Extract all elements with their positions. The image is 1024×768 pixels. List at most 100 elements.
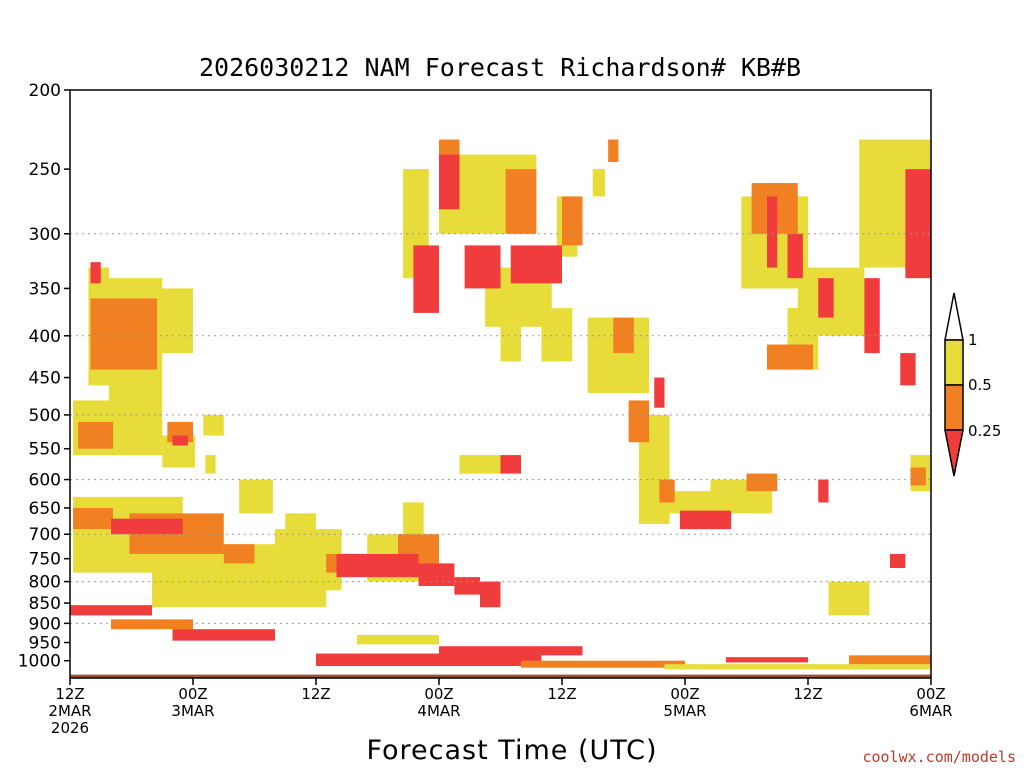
colorbar-swatch-high [944, 339, 964, 386]
colorbar-label: 0.5 [968, 376, 992, 394]
region-low [500, 455, 521, 474]
colorbar-label: 0.25 [968, 422, 1001, 440]
region-mid [628, 400, 650, 443]
colorbar-top-triangle [944, 292, 964, 341]
y-tick-label: 450 [29, 369, 61, 389]
region-low [905, 169, 931, 279]
y-tick-label: 650 [29, 499, 61, 519]
region-low [464, 245, 501, 289]
x-tick-label: 2MAR [48, 702, 91, 720]
x-tick-label: 6MAR [909, 702, 952, 720]
x-tick-label: 00Z [178, 685, 207, 703]
region-low [111, 518, 183, 535]
region-high [403, 502, 424, 535]
region-low [900, 353, 916, 386]
region-low [439, 154, 460, 210]
x-axis-title: Forecast Time (UTC) [366, 735, 657, 766]
x-tick-label: 2026 [51, 719, 89, 737]
y-tick-label: 550 [29, 440, 61, 460]
y-tick-label: 800 [29, 573, 61, 593]
surface-band-high [664, 664, 931, 670]
surface-band-mid [111, 619, 193, 630]
region-mid [767, 344, 814, 370]
y-tick-label: 700 [29, 525, 61, 545]
x-tick-label: 00Z [424, 685, 453, 703]
region-low [510, 245, 562, 284]
region-mid [90, 298, 158, 370]
region-low [172, 435, 188, 446]
region-low [679, 510, 732, 530]
y-tick-label: 1000 [18, 652, 61, 672]
region-mid [746, 473, 778, 492]
region-low [767, 196, 778, 268]
region-high [239, 479, 273, 514]
region-high [541, 308, 573, 362]
region-mid [78, 421, 114, 449]
region-high [205, 455, 216, 474]
y-tick-label: 300 [29, 225, 61, 245]
surface-band-low [316, 653, 542, 666]
region-low [787, 233, 803, 279]
surface-band-mid [849, 655, 931, 665]
region-low [654, 377, 665, 408]
plot-frame [69, 89, 932, 679]
x-tick-label: 12Z [301, 685, 330, 703]
region-high [459, 455, 506, 474]
colorbar-swatch-mid [944, 384, 964, 431]
y-tick-label: 350 [29, 279, 61, 299]
plot-area [70, 139, 931, 678]
region-mid [505, 169, 537, 234]
surface-band-high [357, 634, 439, 645]
surface-band-low [439, 646, 583, 656]
frame-border [69, 89, 932, 679]
region-high [592, 169, 606, 197]
y-tick-label: 500 [29, 406, 61, 426]
region-low [864, 278, 880, 354]
colorbar-bottom-triangle [944, 429, 964, 477]
colorbar-label: 1 [968, 331, 978, 349]
region-mid [910, 467, 926, 486]
chart-title: 2026030212 NAM Forecast Richardson# KB#B [199, 53, 801, 82]
x-tick-label: 5MAR [663, 702, 706, 720]
surface-band-low [172, 629, 275, 641]
x-tick-label: 12Z [547, 685, 576, 703]
region-low [413, 245, 439, 313]
region-low [418, 563, 455, 586]
x-tick-label: 12Z [55, 685, 84, 703]
y-tick-label: 250 [29, 160, 61, 180]
region-low [90, 262, 101, 284]
surface-band-low [70, 605, 152, 616]
ground-strip [70, 674, 931, 678]
region-mid [659, 479, 675, 503]
region-high [285, 513, 316, 545]
region-low [818, 278, 834, 318]
region-mid [73, 507, 114, 530]
x-tick-label: 12Z [793, 685, 822, 703]
region-high [828, 581, 870, 616]
region-mid [562, 196, 583, 246]
y-tick-label: 850 [29, 594, 61, 614]
y-tick-label: 950 [29, 634, 61, 654]
surface-band-mid [521, 660, 685, 668]
y-axis: 200 250 300 350 400 450 500 550 600 650 700 750 8008… [18, 81, 70, 672]
y-tick-label: 200 [29, 81, 61, 101]
region-mid [223, 544, 255, 564]
x-tick-label: 00Z [916, 685, 945, 703]
region-high [500, 326, 521, 362]
surface-band-low [726, 657, 808, 663]
region-low [890, 553, 906, 569]
region-low [480, 581, 501, 608]
x-tick-label: 3MAR [171, 702, 214, 720]
region-low [454, 577, 480, 595]
y-tick-label: 400 [29, 327, 61, 347]
colorbar: 1 0.5 0.25 [944, 292, 1001, 477]
region-mid [608, 139, 619, 162]
region-high [203, 414, 224, 436]
x-tick-label: 4MAR [417, 702, 460, 720]
y-tick-label: 750 [29, 550, 61, 570]
y-tick-label: 600 [29, 471, 61, 491]
region-low [336, 553, 419, 578]
x-tick-label: 00Z [670, 685, 699, 703]
